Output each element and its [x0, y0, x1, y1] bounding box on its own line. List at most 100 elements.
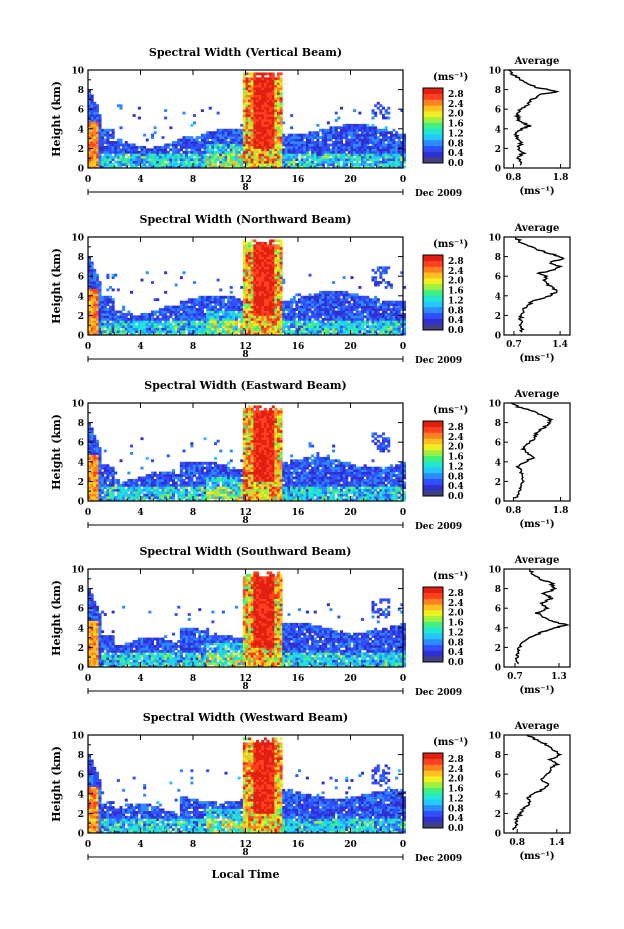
heatmap-cell [235, 148, 239, 152]
heatmap-cell [271, 153, 275, 157]
heatmap-cell [172, 305, 176, 309]
heatmap-cell [135, 493, 139, 497]
heatmap-cell [269, 330, 273, 333]
heatmap-cell [284, 148, 288, 152]
heatmap-cell [250, 148, 254, 152]
heatmap-cell [242, 74, 246, 78]
heatmap-cell [279, 290, 283, 294]
heatmap-cell [111, 298, 115, 302]
heatmap-cell [400, 145, 404, 149]
heatmap-cell [337, 133, 341, 137]
heatmap-cell [371, 276, 375, 280]
heatmap-cell [206, 136, 210, 139]
heatmap-cell [98, 330, 102, 333]
heatmap-cell [206, 312, 210, 316]
heatmap-cell [266, 268, 270, 272]
heatmap-cell [88, 92, 92, 95]
heatmap-cell [151, 486, 155, 490]
heatmap-cell [229, 298, 233, 302]
heatmap-cell [111, 315, 115, 319]
heatmap-cell [300, 317, 304, 321]
heatmap-cell [392, 322, 396, 326]
heatmap-cell [258, 290, 262, 294]
colorbar-segment [423, 116, 443, 123]
heatmap-cell [274, 293, 278, 297]
heatmap-cell [342, 136, 346, 139]
heatmap-cell [303, 322, 307, 326]
heatmap-cell [326, 300, 330, 304]
heatmap-cell [124, 163, 128, 166]
heatmap-cell [130, 493, 134, 497]
heatmap-cell [193, 158, 197, 162]
heatmap-cell [106, 315, 110, 319]
heatmap-cell [279, 246, 283, 250]
heatmap-cell [277, 310, 281, 314]
heatmap-cell [326, 128, 330, 132]
heatmap-cell [232, 325, 236, 329]
heatmap-cell [242, 268, 246, 272]
heatmap-cell [271, 259, 275, 262]
heatmap-cell [279, 131, 283, 135]
heatmap-cell [242, 256, 246, 260]
heatmap-cell [258, 96, 262, 100]
heatmap-cell [153, 332, 157, 336]
heatmap-cell [216, 315, 220, 319]
heatmap-cell [374, 300, 378, 304]
heatmap-cell [232, 300, 236, 304]
heatmap-cell [245, 155, 249, 159]
heatmap-cell [384, 320, 388, 324]
heatmap-cell [274, 111, 278, 115]
heatmap-cell [229, 136, 233, 139]
heatmap-cell [248, 244, 252, 248]
heatmap-cell [279, 92, 283, 95]
heatmap-cell [137, 493, 141, 497]
heatmap-cell [384, 160, 388, 164]
heatmap-cell [258, 77, 262, 81]
heatmap-cell [109, 325, 113, 329]
heatmap-cell [90, 491, 94, 495]
heatmap-cell [250, 136, 254, 139]
heatmap-cell [269, 259, 273, 262]
heatmap-cell [93, 300, 97, 304]
heatmap-cell [208, 158, 212, 162]
heatmap-cell [277, 305, 281, 309]
heatmap-cell [111, 276, 115, 280]
heatmap-cell [140, 491, 144, 495]
heatmap-cell [340, 332, 344, 336]
heatmap-cell [127, 150, 131, 154]
heatmap-cell [340, 131, 344, 135]
heatmap-cell [103, 493, 107, 497]
heatmap-cell [182, 449, 186, 453]
heatmap-cell [245, 77, 249, 81]
heatmap-cell [253, 268, 257, 272]
heatmap-cell [90, 150, 94, 154]
day-label: 8 [242, 350, 248, 360]
heatmap-cell [277, 298, 281, 302]
heatmap-cell [271, 308, 275, 311]
heatmap-cell [271, 290, 275, 294]
heatmap-cell [350, 160, 354, 164]
heatmap-cell [232, 155, 236, 159]
heatmap-cell [88, 276, 92, 280]
heatmap-cell [114, 160, 118, 164]
heatmap-cell [303, 330, 307, 333]
heatmap-cell [169, 330, 173, 333]
heatmap-cell [358, 133, 362, 137]
heatmap-cell [308, 320, 312, 324]
heatmap-cell [379, 160, 383, 164]
heatmap-cell [358, 312, 362, 316]
heatmap-cell [187, 143, 191, 147]
heatmap-cell [88, 481, 92, 485]
heatmap-cell [256, 276, 260, 280]
heatmap-cell [88, 111, 92, 115]
heatmap-cell [282, 121, 286, 125]
heatmap-cell [224, 315, 228, 319]
heatmap-cell [130, 486, 134, 490]
heatmap-cell [277, 79, 281, 83]
heatmap-cell [290, 126, 294, 130]
heatmap-cell [153, 496, 157, 499]
heatmap-cell [161, 474, 165, 477]
heatmap-cell [98, 454, 102, 458]
heatmap-cell [355, 131, 359, 135]
heatmap-cell [274, 290, 278, 294]
